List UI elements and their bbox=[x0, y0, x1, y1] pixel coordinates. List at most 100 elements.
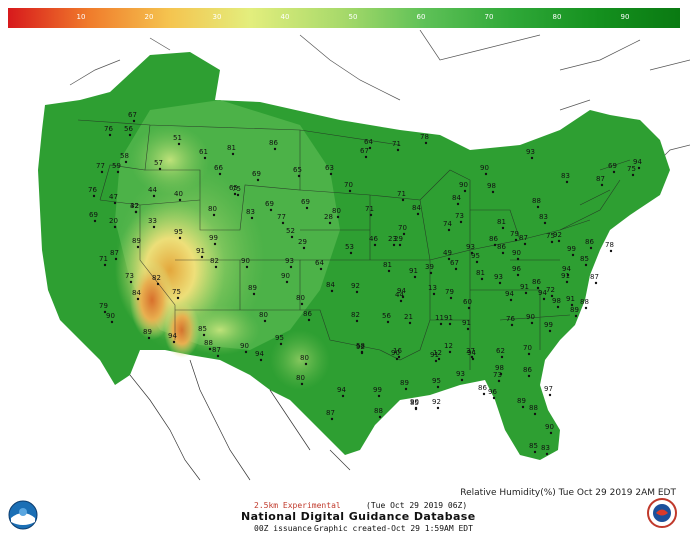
station-marker: 83 bbox=[561, 172, 570, 184]
station-dot bbox=[499, 372, 503, 376]
noaa-logo bbox=[8, 500, 38, 530]
colorbar-tick-label: 90 bbox=[621, 13, 630, 21]
station-dot bbox=[401, 295, 405, 299]
product-title: Relative Humidity(%) Tue Oct 29 2019 2AM… bbox=[460, 488, 676, 498]
station-dot bbox=[466, 327, 470, 331]
station-value: 29 bbox=[394, 235, 403, 243]
station-value: 91 bbox=[566, 295, 575, 303]
station-value: 92 bbox=[553, 231, 562, 239]
station-dot bbox=[429, 271, 433, 275]
station-dot bbox=[439, 322, 443, 326]
station-marker: 84 bbox=[326, 281, 335, 293]
station-value: 96 bbox=[512, 265, 521, 273]
station-marker: 90 bbox=[106, 312, 115, 324]
station-value: 69 bbox=[265, 200, 274, 208]
station-marker: 86 bbox=[523, 366, 532, 378]
station-value: 79 bbox=[99, 302, 108, 310]
station-dot bbox=[570, 303, 574, 307]
station-dot bbox=[213, 242, 217, 246]
station-value: 64 bbox=[315, 259, 324, 267]
station-dot bbox=[279, 342, 283, 346]
station-dot bbox=[114, 257, 118, 261]
station-value: 89 bbox=[248, 284, 257, 292]
station-dot bbox=[436, 406, 440, 410]
station-value: 80 bbox=[296, 294, 305, 302]
station-value: 70 bbox=[398, 224, 407, 232]
station-value: 58 bbox=[120, 152, 129, 160]
station-marker: 85 bbox=[580, 255, 589, 267]
station-value: 92 bbox=[351, 282, 360, 290]
station-dot bbox=[233, 192, 237, 196]
station-value: 82 bbox=[152, 274, 161, 282]
station-value: 90 bbox=[526, 313, 535, 321]
station-marker: 69 bbox=[608, 162, 617, 174]
station-marker: 84 bbox=[412, 204, 421, 216]
station-marker: 78 bbox=[420, 133, 429, 145]
station-marker: 86 bbox=[489, 235, 498, 247]
station-marker: 81 bbox=[476, 269, 485, 281]
station-value: 86 bbox=[303, 310, 312, 318]
station-marker: 39 bbox=[425, 263, 434, 275]
station-marker: 87 bbox=[212, 346, 221, 358]
station-marker: 83 bbox=[246, 208, 255, 220]
station-marker: 29 bbox=[298, 238, 307, 250]
station-dot bbox=[527, 374, 531, 378]
station-value: 71 bbox=[397, 190, 406, 198]
station-marker: 81 bbox=[383, 261, 392, 273]
station-dot bbox=[236, 193, 240, 197]
station-dot bbox=[300, 382, 304, 386]
station-marker: 90 bbox=[526, 313, 535, 325]
station-dot bbox=[245, 265, 249, 269]
station-value: 42 bbox=[130, 202, 139, 210]
station-marker: 69 bbox=[265, 200, 274, 212]
station-value: 66 bbox=[214, 164, 223, 172]
station-marker: 83 bbox=[541, 444, 550, 456]
station-dot bbox=[378, 415, 382, 419]
station-dot bbox=[509, 298, 513, 302]
station-marker: 91 bbox=[462, 319, 471, 331]
station-dot bbox=[399, 299, 403, 303]
station-marker: 57 bbox=[154, 159, 163, 171]
station-value: 73 bbox=[125, 272, 134, 280]
station-marker: 90 bbox=[410, 398, 419, 410]
station-dot bbox=[404, 387, 408, 391]
station-marker: 98 bbox=[495, 364, 504, 376]
station-dot bbox=[456, 202, 460, 206]
station-marker: 94 bbox=[505, 290, 514, 302]
station-marker: 86 bbox=[497, 243, 506, 255]
station-marker: 86 bbox=[269, 139, 278, 151]
station-value: 83 bbox=[561, 172, 570, 180]
station-dot bbox=[158, 167, 162, 171]
station-marker: 86 bbox=[532, 278, 541, 290]
station-marker: 23 bbox=[388, 235, 397, 247]
station-marker: 60 bbox=[463, 298, 472, 310]
station-dot bbox=[500, 355, 504, 359]
station-value: 93 bbox=[285, 257, 294, 265]
station-dot bbox=[413, 275, 417, 279]
station-value: 87 bbox=[326, 409, 335, 417]
station-value: 46 bbox=[369, 235, 378, 243]
station-dot bbox=[530, 321, 534, 325]
valid-time: (Tue Oct 29 2019 06Z) bbox=[366, 501, 468, 510]
station-marker: 44 bbox=[148, 186, 157, 198]
station-marker: 76 bbox=[104, 125, 113, 137]
station-value: 77 bbox=[96, 162, 105, 170]
station-marker: 75 bbox=[172, 288, 181, 300]
station-value: 88 bbox=[532, 197, 541, 205]
station-dot bbox=[432, 292, 436, 296]
station-dot bbox=[471, 357, 475, 361]
station-value: 13 bbox=[428, 284, 437, 292]
station-dot bbox=[482, 392, 486, 396]
station-marker: 90 bbox=[480, 164, 489, 176]
station-marker: 90 bbox=[240, 342, 249, 354]
station-marker: 71 bbox=[365, 205, 374, 217]
station-dot bbox=[387, 269, 391, 273]
station-dot bbox=[424, 141, 428, 145]
humidity-map: 76 67 56 58 77 59 57 51 61 81 86 66 69 64 71 78 76 47 42 44… bbox=[0, 30, 690, 485]
station-dot bbox=[408, 321, 412, 325]
station-dot bbox=[533, 412, 537, 416]
station-value: 91 bbox=[462, 319, 471, 327]
station-marker: 99 bbox=[373, 386, 382, 398]
station-dot bbox=[93, 219, 97, 223]
station-dot bbox=[436, 385, 440, 389]
